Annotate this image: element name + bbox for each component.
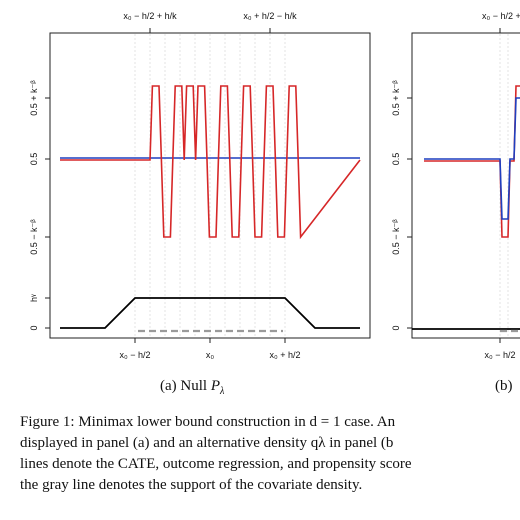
panel-b-y-label-4: 0 xyxy=(391,325,401,330)
figure-caption-line-2: displayed in panel (a) and an alternativ… xyxy=(20,435,394,451)
panel-a-y-label-2: 0.5 xyxy=(29,153,39,166)
panel-a-caption-symbol: P xyxy=(210,378,220,394)
panel-a-x-label-3: x₀ + h/2 xyxy=(269,350,300,360)
panel-b-y-label-2: 0.5 xyxy=(391,153,401,166)
panel-b-caption: (b) xyxy=(495,378,513,395)
panel-a-top-tick-label-1: x₀ − h/2 + h/k xyxy=(123,11,177,21)
panel-a-cate-line xyxy=(60,85,361,240)
panel-b-y-label-1: 0.5 + k⁻ᵝ xyxy=(391,80,401,116)
figure-caption-line-4: the gray line denotes the support of the… xyxy=(20,477,363,493)
panel-b-red-line xyxy=(424,85,520,238)
panel-a-y-label-4: hᵞ xyxy=(29,294,39,302)
panel-a-plot: x₀ − h/2 + h/k x₀ + h/2 − h/k 0.5 + k⁻ᵝ … xyxy=(29,11,371,360)
panel-b-blue-line xyxy=(424,97,520,220)
panel-a-propensity-line xyxy=(60,297,360,329)
panel-a-y-label-5: 0 xyxy=(29,325,39,330)
figure-caption-line-3: lines denote the CATE, outcome regressio… xyxy=(20,456,412,472)
figure-caption-line-1: Figure 1: Minimax lower bound constructi… xyxy=(20,414,396,430)
panel-b-caption-text: (b) xyxy=(495,378,513,394)
panel-a-y-label-3: 0.5 − k⁻ᵝ xyxy=(29,219,39,255)
panel-b-y-label-3: 0.5 − k⁻ᵝ xyxy=(391,219,401,255)
panel-a-caption-subscript: λ xyxy=(220,386,225,397)
figure: x₀ − h/2 + h/k x₀ + h/2 − h/k 0.5 + k⁻ᵝ … xyxy=(29,11,520,360)
panel-b-x-label-1: x₀ − h/2 xyxy=(484,350,515,360)
panel-b-plot: x₀ − h/2 + 0.5 + k⁻ᵝ 0.5 0.5 − k⁻ᵝ 0 x₀ … xyxy=(391,11,520,360)
panel-a-caption-prefix: (a) Null xyxy=(160,378,211,394)
panel-a-top-tick-label-2: x₀ + h/2 − h/k xyxy=(243,11,297,21)
panel-a-guide-lines xyxy=(134,34,286,337)
panel-a-x-label-2: x₀ xyxy=(206,350,215,360)
panel-b-top-tick-label-1: x₀ − h/2 + xyxy=(482,11,520,21)
panel-b-frame xyxy=(411,32,520,339)
panel-a-x-label-1: x₀ − h/2 xyxy=(119,350,150,360)
panel-a-y-label-1: 0.5 + k⁻ᵝ xyxy=(29,80,39,116)
panel-a-caption: (a) Null Pλ xyxy=(160,378,224,397)
figure-caption: Figure 1: Minimax lower bound constructi… xyxy=(20,412,520,496)
